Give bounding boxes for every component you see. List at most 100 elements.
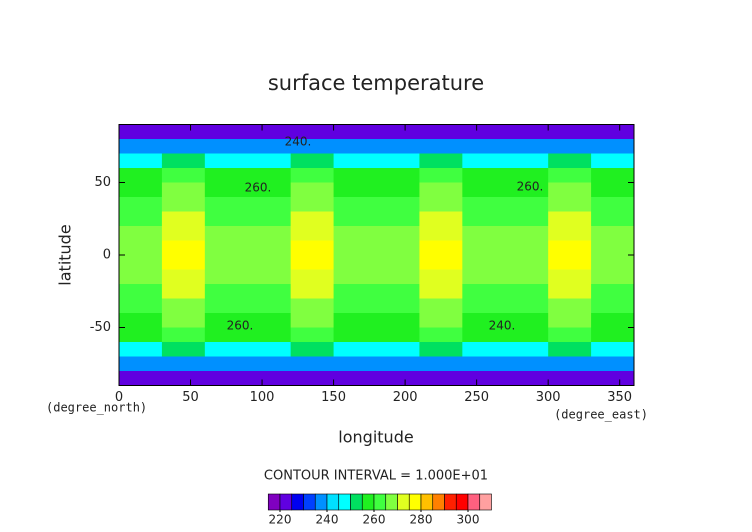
contour-cell <box>591 240 635 256</box>
contour-cell <box>462 371 506 386</box>
contour-cell <box>376 124 420 140</box>
contour-cell <box>204 182 249 198</box>
colorbar-box <box>279 493 293 511</box>
contour-cell <box>161 168 206 183</box>
contour-cell <box>204 327 249 343</box>
contour-cell <box>161 284 206 299</box>
colorbar-box <box>326 493 340 511</box>
contour-cell <box>119 168 163 183</box>
contour-cell <box>419 342 463 357</box>
contour-cell <box>333 124 377 140</box>
contour-cell <box>462 284 506 299</box>
contour-cell <box>505 298 549 314</box>
contour-cell <box>419 153 463 169</box>
contour-cell <box>290 269 335 285</box>
contour-cell <box>161 342 206 357</box>
contour-cell <box>376 139 420 154</box>
colorbar-box <box>397 493 410 511</box>
contour-cell <box>161 197 206 212</box>
contour-cell <box>591 342 635 357</box>
x-tick-label: 100 <box>250 390 275 405</box>
contour-cell <box>462 240 506 256</box>
contour-cell <box>161 269 206 285</box>
contour-cell <box>247 298 292 314</box>
colorbar-box <box>303 493 316 511</box>
contour-cell <box>462 298 506 314</box>
contour-cell <box>462 255 506 270</box>
contour-cell <box>333 240 377 256</box>
contour-cell <box>462 139 506 154</box>
contour-cell <box>333 313 377 328</box>
contour-cell <box>204 269 249 285</box>
contour-cell <box>419 356 463 372</box>
contour-cell <box>548 255 592 270</box>
contour-cell <box>419 284 463 299</box>
contour-cell <box>290 313 335 328</box>
x-tick-label: 150 <box>321 390 346 405</box>
contour-cell <box>419 168 463 183</box>
contour-cell <box>204 124 249 140</box>
contour-cell <box>119 298 163 314</box>
contour-cell <box>161 327 206 343</box>
contour-cell <box>419 182 463 198</box>
contour-cell <box>376 371 420 386</box>
contour-cell <box>290 284 335 299</box>
contour-cell <box>591 226 635 241</box>
contour-cell <box>290 342 335 357</box>
contour-cell <box>119 197 163 212</box>
contour-cell <box>161 356 206 372</box>
contour-cell <box>290 153 335 169</box>
y-unit: (degree_north) <box>46 401 147 415</box>
contour-cell <box>419 371 463 386</box>
contour-cell <box>161 240 206 256</box>
contour-cell <box>591 124 635 140</box>
contour-cell <box>204 168 249 183</box>
contour-cell <box>119 356 163 372</box>
contour-cell <box>548 197 592 212</box>
contour-cell <box>376 298 420 314</box>
contour-cell <box>376 327 420 343</box>
contour-cell <box>119 153 163 169</box>
colorbar-box <box>350 493 363 511</box>
contour-cell <box>591 139 635 154</box>
contour-cell <box>419 226 463 241</box>
contour-cell <box>548 298 592 314</box>
contour-cell <box>204 139 249 154</box>
contour-cell <box>247 313 292 328</box>
colorbar-box <box>373 493 387 511</box>
contour-cell <box>548 284 592 299</box>
contour-cell <box>333 139 377 154</box>
contour-cell <box>462 313 506 328</box>
contour-cell <box>462 124 506 140</box>
contour-cell <box>505 124 549 140</box>
contour-cell <box>376 356 420 372</box>
colorbar-box <box>432 493 445 511</box>
contour-cell <box>462 356 506 372</box>
contour-cell <box>591 327 635 343</box>
contour-cell <box>462 211 506 227</box>
contour-cell <box>591 153 635 169</box>
contour-cell <box>247 211 292 227</box>
x-axis-label: longitude <box>338 428 413 447</box>
contour-cell <box>290 356 335 372</box>
colorbar-box <box>444 493 457 511</box>
contour-cell <box>119 284 163 299</box>
contour-cell <box>290 226 335 241</box>
contour-cell <box>419 313 463 328</box>
colorbar-box <box>420 493 434 511</box>
contour-cell <box>376 197 420 212</box>
contour-cell <box>376 342 420 357</box>
contour-cell <box>333 226 377 241</box>
contour-cell <box>333 284 377 299</box>
contour-cell <box>161 371 206 386</box>
contour-cell <box>247 284 292 299</box>
contour-cell <box>290 124 335 140</box>
contour-cell <box>247 240 292 256</box>
contour-cell <box>505 269 549 285</box>
contour-cell <box>247 356 292 372</box>
contour-cell <box>119 182 163 198</box>
contour-cell <box>161 255 206 270</box>
contour-cell <box>333 269 377 285</box>
colorbar-box <box>291 493 304 511</box>
